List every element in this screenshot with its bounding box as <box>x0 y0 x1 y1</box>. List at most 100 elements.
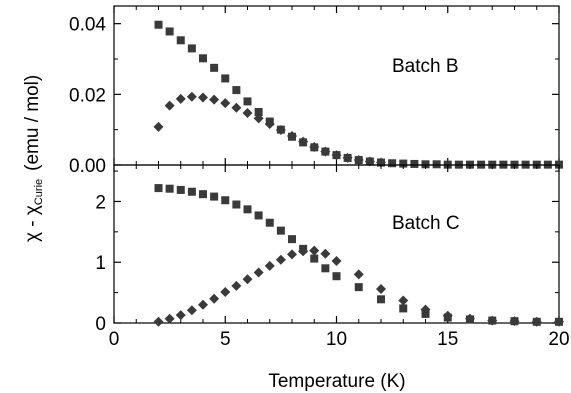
y-axis-title-units: (emu / mol) <box>22 75 43 171</box>
y-axis-title-chi-curie: χ <box>22 205 43 215</box>
data-point-diamond-bottom <box>198 299 208 310</box>
data-point-diamond-top <box>164 100 175 111</box>
data-point-square-bottom <box>154 184 163 193</box>
data-point-diamond-bottom <box>164 313 175 324</box>
data-point-diamond-bottom <box>209 293 220 304</box>
y-axis-title-subscript: Curie <box>33 179 45 205</box>
data-point-square-bottom <box>310 254 319 263</box>
data-point-diamond-top <box>231 102 242 113</box>
data-point-diamond-bottom <box>487 315 498 326</box>
plot-frame-top <box>113 5 560 166</box>
data-point-diamond-top <box>287 131 297 142</box>
y-tick-label-top: 0.00 <box>69 156 106 177</box>
data-point-square-bottom <box>265 218 274 227</box>
data-point-diamond-top <box>253 113 264 124</box>
data-point-square-top <box>232 86 241 95</box>
data-point-diamond-top <box>298 136 309 147</box>
y-tick-label-bottom: 0 <box>95 314 106 335</box>
data-point-square-top <box>154 20 163 29</box>
data-point-diamond-bottom <box>298 246 309 257</box>
data-point-square-bottom <box>165 184 174 193</box>
y-axis-title-minus: - <box>22 215 43 232</box>
data-point-diamond-bottom <box>309 245 320 256</box>
x-tick-label: 20 <box>548 329 569 350</box>
data-point-diamond-top <box>186 91 197 102</box>
data-point-square-bottom <box>221 196 230 205</box>
data-point-square-bottom <box>321 264 330 273</box>
data-point-diamond-bottom <box>420 304 431 315</box>
y-tick-label-top: 0.02 <box>69 85 106 106</box>
data-point-diamond-bottom <box>287 249 297 260</box>
data-point-square-top <box>165 27 174 36</box>
data-point-diamond-top <box>242 108 253 119</box>
data-point-square-bottom <box>254 211 263 220</box>
data-point-diamond-top <box>320 146 331 157</box>
data-point-diamond-bottom <box>353 269 364 280</box>
data-point-diamond-bottom <box>398 295 409 306</box>
data-point-diamond-bottom <box>331 256 342 267</box>
data-point-square-top <box>243 97 252 106</box>
y-axis-title: χ - χCurie(emu / mol) <box>22 75 45 242</box>
data-point-diamond-bottom <box>220 287 231 298</box>
data-point-square-bottom <box>199 190 207 199</box>
data-point-square-top <box>399 159 408 168</box>
data-point-diamond-top <box>220 98 231 109</box>
data-point-square-top <box>221 74 230 83</box>
data-point-square-bottom <box>377 295 385 304</box>
panel-top: 0.00 0.02 0.04 Batch B <box>69 5 563 177</box>
svg-text:χ - χCurie(emu / mol): χ - χCurie(emu / mol) <box>22 75 45 242</box>
data-point-diamond-bottom <box>465 313 475 324</box>
data-point-diamond-bottom <box>531 316 542 327</box>
data-point-diamond-top <box>353 155 364 166</box>
data-point-diamond-bottom <box>509 316 520 327</box>
data-point-square-top <box>254 108 263 116</box>
data-point-diamond-top <box>209 94 220 105</box>
data-point-diamond-top <box>275 125 286 136</box>
data-point-diamond-top <box>309 141 320 152</box>
y-axis-title-chi: χ <box>22 232 43 242</box>
data-point-diamond-bottom <box>186 305 197 316</box>
data-point-diamond-bottom <box>264 260 275 271</box>
x-tick-label: 0 <box>109 329 120 350</box>
data-point-diamond-bottom <box>320 248 331 259</box>
data-point-diamond-top <box>331 150 342 161</box>
data-point-square-top <box>176 36 185 45</box>
data-point-square-top <box>388 159 397 168</box>
data-point-diamond-top <box>153 121 164 132</box>
data-point-square-bottom <box>276 226 285 235</box>
data-point-square-bottom <box>399 304 408 313</box>
annotation-bottom: Batch C <box>392 213 460 234</box>
x-tick-label: 5 <box>220 329 231 350</box>
x-tick-label: 10 <box>326 329 347 350</box>
data-point-diamond-top <box>342 152 353 163</box>
data-point-square-top <box>199 54 207 63</box>
data-point-square-bottom <box>187 187 196 196</box>
data-point-diamond-bottom <box>231 280 242 291</box>
data-point-diamond-bottom <box>242 274 253 285</box>
data-point-square-bottom <box>354 283 363 292</box>
data-point-diamond-bottom <box>376 283 386 294</box>
data-point-diamond-bottom <box>442 310 453 321</box>
y-tick-label-top: 0.04 <box>69 15 106 36</box>
x-tick-label: 15 <box>437 329 458 350</box>
data-point-diamond-top <box>198 92 208 103</box>
data-point-square-bottom <box>288 235 296 244</box>
data-point-diamond-top <box>364 156 375 167</box>
data-point-square-top <box>421 160 430 169</box>
data-point-square-bottom <box>176 185 185 194</box>
data-point-square-top <box>432 160 441 169</box>
y-tick-label-bottom: 2 <box>95 192 106 213</box>
annotation-top: Batch B <box>392 56 459 77</box>
data-point-diamond-bottom <box>153 316 164 327</box>
data-point-square-bottom <box>243 205 252 214</box>
data-point-square-bottom <box>210 192 219 201</box>
data-point-diamond-bottom <box>175 310 186 321</box>
panel-bottom: 0 5 10 15 20 0 1 2 Batch C <box>95 164 570 350</box>
data-point-square-top <box>210 63 219 72</box>
data-point-square-top <box>410 159 419 168</box>
y-tick-label-bottom: 1 <box>95 253 106 274</box>
data-point-square-bottom <box>332 272 341 281</box>
data-point-diamond-top <box>264 119 275 130</box>
data-point-diamond-bottom <box>275 254 286 265</box>
